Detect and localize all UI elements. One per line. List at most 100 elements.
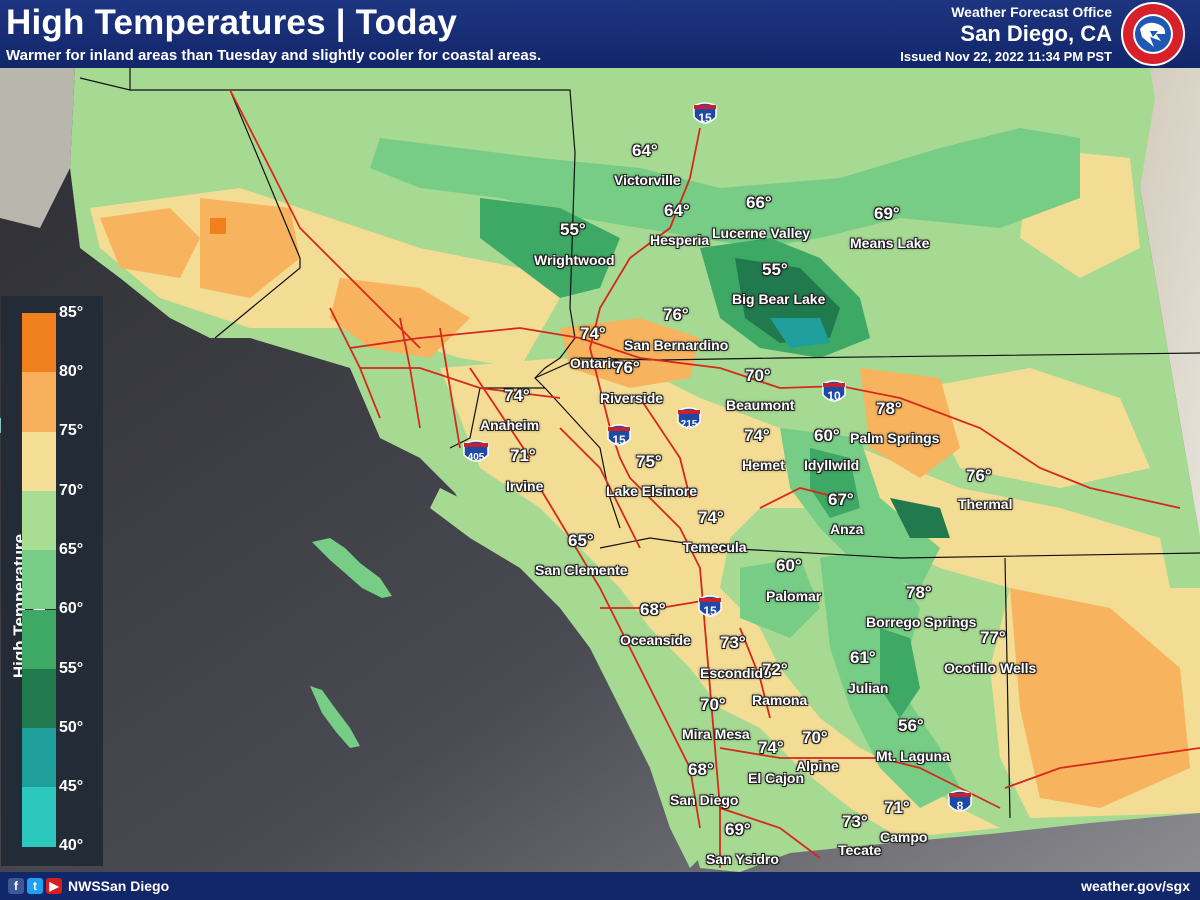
city-temp: 76° — [966, 466, 992, 485]
city-temp: 64° — [632, 141, 658, 160]
twitter-icon[interactable]: t — [27, 878, 43, 894]
city-name: Big Bear Lake — [732, 291, 826, 307]
facebook-icon[interactable]: f — [8, 878, 24, 894]
interstate-number: 405 — [468, 452, 485, 463]
city-name: Julian — [848, 680, 889, 696]
city-name: San Ysidro — [706, 851, 779, 867]
city-name: Tecate — [838, 842, 882, 858]
legend-tick: 55° — [59, 660, 84, 677]
legend-tick: 50° — [59, 719, 84, 736]
city-temp: 77° — [980, 628, 1006, 647]
city-temp: 74° — [744, 426, 770, 445]
city-temp: 72° — [762, 660, 788, 679]
city-temp: 78° — [906, 583, 932, 602]
legend-swatch — [22, 787, 56, 847]
city-temp: 60° — [814, 426, 840, 445]
issued-timestamp: Issued Nov 22, 2022 11:34 PM PST — [900, 49, 1112, 64]
footer-bar: f t ▶ NWSSan Diego weather.gov/sgx — [0, 872, 1200, 900]
city-name: Hemet — [742, 457, 785, 473]
legend-tick: 85° — [59, 304, 84, 321]
city-name: Riverside — [600, 390, 664, 406]
legend-swatch — [22, 550, 56, 610]
city-marker: 64° — [632, 141, 658, 161]
legend-swatch — [22, 609, 56, 669]
city-temp: 61° — [850, 648, 876, 667]
office-label: Weather Forecast Office — [951, 4, 1112, 20]
city-name: Anaheim — [480, 417, 540, 433]
legend-swatch — [22, 372, 56, 432]
interstate-number: 215 — [681, 419, 698, 430]
legend-swatch — [22, 668, 56, 729]
city-name: San Clemente — [535, 562, 628, 578]
city-name: Wrightwood — [534, 252, 615, 268]
city-temp: 74° — [504, 386, 530, 405]
interstate-shield-icon: 215 — [677, 407, 701, 430]
city-temp: 56° — [898, 716, 924, 735]
interstate-shield-icon: 8 — [948, 790, 972, 813]
legend-tick: 70° — [59, 482, 84, 499]
legend-tick: 75° — [59, 422, 84, 439]
social-icons: f t ▶ — [8, 878, 62, 894]
city-name: Lucerne Valley — [712, 225, 811, 241]
city-name: Borrego Springs — [866, 614, 977, 630]
interstate-number: 15 — [698, 111, 712, 125]
city-temp: 78° — [876, 399, 902, 418]
city-name: Thermal — [958, 496, 1013, 512]
city-temp: 60° — [776, 556, 802, 575]
city-temp: 70° — [745, 366, 771, 385]
city-name: Hesperia — [650, 232, 710, 248]
city-temp: 73° — [842, 812, 868, 831]
city-name: Temecula — [683, 539, 747, 555]
city-name: Irvine — [506, 478, 544, 494]
temperature-map — [0, 68, 1200, 872]
header-bar: High Temperatures | Today Warmer for inl… — [0, 0, 1200, 68]
youtube-icon[interactable]: ▶ — [46, 878, 62, 894]
page-title: High Temperatures | Today — [6, 3, 458, 42]
website-link[interactable]: weather.gov/sgx — [1081, 878, 1190, 894]
interstate-shield-icon: 405 — [463, 440, 489, 463]
city-temp: 69° — [874, 204, 900, 223]
interstate-shield-icon: 10 — [822, 380, 846, 403]
legend-tick: 45° — [59, 778, 84, 795]
city-temp: 55° — [560, 220, 586, 239]
city-temp: 65° — [568, 531, 594, 550]
city-temp: 67° — [828, 490, 854, 509]
legend-tick: 60° — [59, 600, 84, 617]
city-name: Lake Elsinore — [606, 483, 698, 499]
city-temp: 75° — [636, 452, 662, 471]
city-temp: 71° — [510, 446, 536, 465]
city-temp: 66° — [746, 193, 772, 212]
city-temp: 64° — [664, 201, 690, 220]
city-temp: 74° — [698, 508, 724, 527]
city-temp: 68° — [640, 600, 666, 619]
nws-logo-icon — [1121, 2, 1185, 66]
city-temp: 74° — [758, 738, 784, 757]
city-name: San Bernardino — [624, 337, 729, 353]
legend-tick: 65° — [59, 541, 84, 558]
interstate-shield-icon: 15 — [693, 102, 717, 125]
city-temp: 76° — [614, 358, 640, 377]
page-subtitle: Warmer for inland areas than Tuesday and… — [6, 47, 542, 64]
city-temp: 68° — [688, 760, 714, 779]
city-name: Escondido — [700, 665, 772, 681]
city-temp: 69° — [725, 820, 751, 839]
city-name: Mira Mesa — [682, 726, 750, 742]
legend-tick: 40° — [59, 837, 84, 854]
city-name: Beaumont — [726, 397, 795, 413]
city-name: Campo — [880, 829, 928, 845]
city-name: Anza — [830, 521, 864, 537]
city-temp: 55° — [762, 260, 788, 279]
temperature-legend: High Temperature (F) 85° 80° 75° 70° 65°… — [1, 296, 103, 866]
legend-swatch — [22, 313, 56, 373]
city-name: Idyllwild — [804, 457, 860, 473]
legend-color-bar — [22, 313, 56, 847]
city-temp: 76° — [663, 305, 689, 324]
city-name: Ocotillo Wells — [944, 660, 1037, 676]
legend-swatch — [22, 490, 56, 551]
legend-swatch — [22, 431, 56, 491]
interstate-number: 10 — [827, 389, 841, 403]
office-city: San Diego, CA — [960, 21, 1112, 46]
city-name: Victorville — [614, 172, 681, 188]
social-handle: NWSSan Diego — [68, 878, 170, 894]
interstate-shield-icon: 15 — [607, 424, 631, 447]
